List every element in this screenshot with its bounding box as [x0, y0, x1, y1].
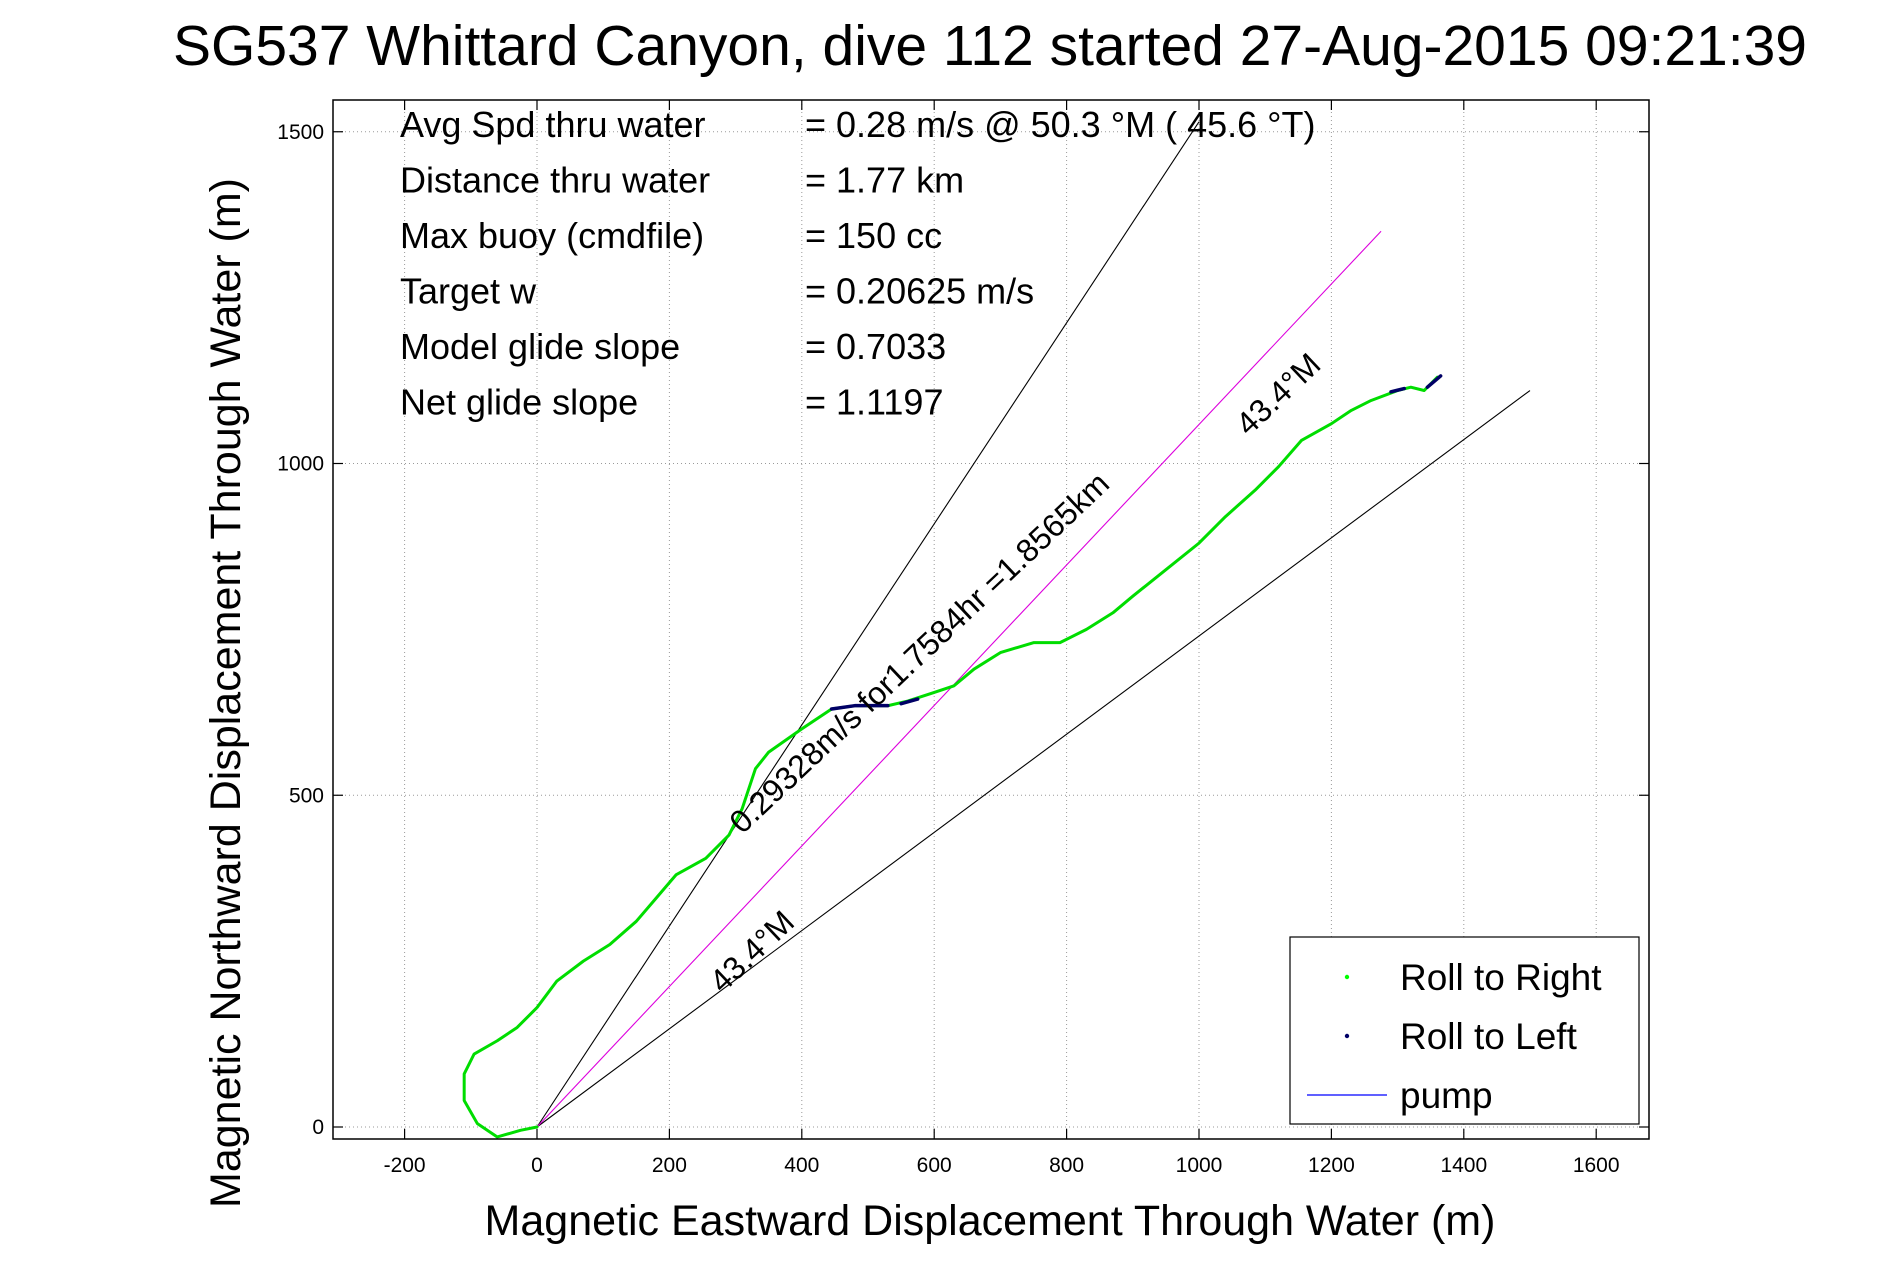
legend-marker: [1344, 974, 1350, 980]
roll-to-left-line: [1425, 374, 1443, 389]
reference-line: [536, 121, 1200, 1128]
x-tick-label: 1200: [1308, 1154, 1355, 1177]
x-tick-label: -200: [384, 1154, 426, 1177]
legend-box: [1289, 936, 1640, 1125]
roll-to-left-line: [829, 703, 890, 711]
annotation-label: 43.4°M: [1229, 346, 1328, 442]
chart-title: SG537 Whittard Canyon, dive 112 started …: [173, 14, 1807, 78]
y-tick-label: 1500: [277, 121, 324, 144]
info-label: Distance thru water: [400, 160, 710, 201]
info-label: Target w: [400, 271, 537, 312]
track-series: [462, 374, 1443, 1139]
info-value: = 1.1197: [805, 382, 943, 423]
x-tick-label: 1600: [1573, 1154, 1620, 1177]
annotation-label: 0.29328m/s for1.7584hr =1.8565km: [722, 465, 1116, 840]
legend-label: pump: [1400, 1075, 1493, 1116]
annotations: 0.29328m/s for1.7584hr =1.8565km 43.4°M 43…: [702, 346, 1327, 999]
roll-to-left-line: [1389, 386, 1406, 394]
dive-summary: Avg Spd thru water = 0.28 m/s @ 50.3 °M (…: [400, 104, 1316, 423]
legend-label: Roll to Left: [1400, 1016, 1578, 1057]
info-label: Max buoy (cmdfile): [400, 215, 704, 256]
y-tick-label: 500: [289, 784, 324, 807]
grid-lines: [333, 100, 1649, 1139]
legend-marker: [1344, 1033, 1350, 1039]
reference-line: [536, 390, 1531, 1128]
x-tick-label: 400: [784, 1154, 819, 1177]
legend-label: Roll to Right: [1400, 957, 1602, 998]
y-axis: 0 500 1000 1500: [277, 121, 1649, 1139]
legend: Roll to Right Roll to Left pump: [1289, 936, 1640, 1125]
x-axis: -200 0 200 400 600 800 1000 1200 1400 1600: [384, 100, 1620, 1177]
annotation-label: 43.4°M: [702, 903, 801, 999]
y-tick-label: 1000: [277, 453, 324, 476]
info-value: = 0.7033: [805, 326, 946, 367]
info-label: Avg Spd thru water: [400, 104, 706, 145]
info-value: = 1.77 km: [805, 160, 964, 201]
info-value: = 0.28 m/s @ 50.3 °M ( 45.6 °T): [805, 104, 1316, 145]
reference-line: [536, 230, 1382, 1128]
info-label: Model glide slope: [400, 326, 680, 367]
x-tick-label: 600: [917, 1154, 952, 1177]
x-tick-label: 0: [531, 1154, 543, 1177]
x-tick-label: 800: [1049, 1154, 1084, 1177]
x-tick-label: 200: [652, 1154, 687, 1177]
plot-area: [332, 99, 1650, 1140]
roll-to-left-line: [899, 697, 920, 706]
info-label: Net glide slope: [400, 382, 638, 423]
y-axis-label: Magnetic Northward Displacement Through …: [202, 178, 250, 1208]
info-value: = 0.20625 m/s: [805, 271, 1034, 312]
y-tick-label: 0: [312, 1116, 324, 1139]
x-tick-label: 1400: [1440, 1154, 1487, 1177]
x-axis-label: Magnetic Eastward Displacement Through W…: [485, 1197, 1496, 1245]
reference-lines: [536, 121, 1531, 1128]
info-value: = 150 cc: [805, 215, 942, 256]
x-tick-label: 1000: [1176, 1154, 1223, 1177]
